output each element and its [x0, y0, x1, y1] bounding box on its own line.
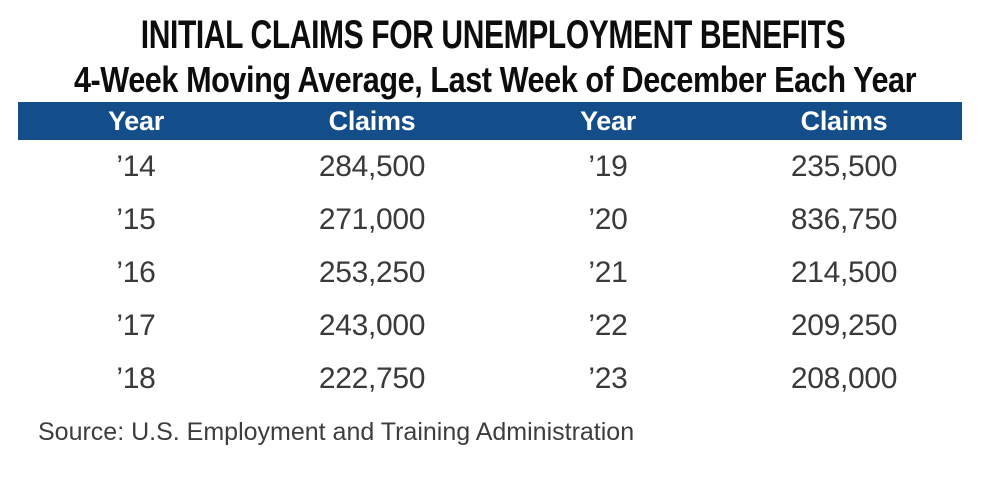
cell-claims: 284,500 — [318, 149, 426, 183]
cell-year: ’16 — [116, 255, 156, 289]
column-header-claims-right: Claims — [800, 105, 888, 136]
table-row: ’16 253,250 ’21 214,500 — [18, 246, 962, 299]
cell-year: ’23 — [588, 361, 628, 395]
cell-year: ’14 — [116, 149, 156, 183]
cell-claims: 235,500 — [790, 149, 898, 183]
cell-claims: 209,250 — [790, 308, 898, 342]
cell-year: ’17 — [116, 308, 156, 342]
table-row: ’15 271,000 ’20 836,750 — [18, 193, 962, 246]
table-row: ’18 222,750 ’23 208,000 — [18, 352, 962, 405]
table-row: ’17 243,000 ’22 209,250 — [18, 299, 962, 352]
cell-claims: 222,750 — [318, 361, 426, 395]
figure-title: INITIAL CLAIMS FOR UNEMPLOYMENT BENEFITS — [140, 13, 846, 57]
cell-year: ’21 — [588, 255, 628, 289]
unemployment-claims-figure: INITIAL CLAIMS FOR UNEMPLOYMENT BENEFITS… — [0, 12, 986, 492]
cell-claims: 271,000 — [318, 202, 426, 236]
cell-claims: 253,250 — [318, 255, 426, 289]
cell-year: ’22 — [588, 308, 628, 342]
cell-claims: 214,500 — [790, 255, 898, 289]
cell-claims: 243,000 — [318, 308, 426, 342]
source-note: Source: U.S. Employment and Training Adm… — [38, 418, 635, 446]
figure-subtitle: 4-Week Moving Average, Last Week of Dece… — [73, 59, 917, 100]
column-header-year-right: Year — [580, 105, 636, 136]
cell-year: ’19 — [588, 149, 628, 183]
cell-year: ’15 — [116, 202, 156, 236]
column-header-claims-left: Claims — [328, 105, 416, 136]
cell-year: ’18 — [116, 361, 156, 395]
table-row: ’14 284,500 ’19 235,500 — [18, 140, 962, 193]
cell-claims: 836,750 — [790, 202, 898, 236]
claims-table: Year Claims Year Claims ’14 284,500 ’19 … — [18, 102, 962, 405]
cell-claims: 208,000 — [790, 361, 898, 395]
cell-year: ’20 — [588, 202, 628, 236]
column-header-year-left: Year — [108, 105, 164, 136]
table-header-row: Year Claims Year Claims — [18, 102, 962, 140]
